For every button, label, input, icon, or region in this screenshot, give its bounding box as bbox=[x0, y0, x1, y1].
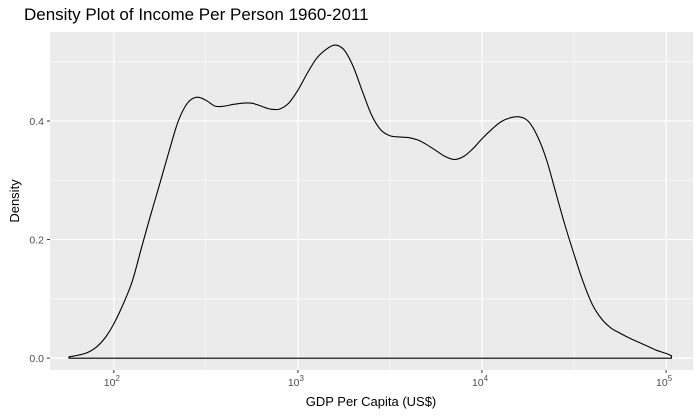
x-tick-label: 103 bbox=[288, 374, 305, 389]
plot-panel bbox=[50, 32, 693, 370]
density-curve bbox=[68, 44, 673, 359]
minor-gridlines bbox=[50, 32, 693, 370]
x-axis: 102 103 104 105 bbox=[104, 370, 673, 389]
x-tick-label: 104 bbox=[472, 374, 489, 389]
x-tick-label: 105 bbox=[656, 374, 673, 389]
y-tick-label: 0.4 bbox=[29, 116, 44, 128]
y-tick-label: 0.2 bbox=[29, 235, 44, 247]
y-axis-title: Density bbox=[7, 179, 22, 223]
y-axis: 0.0 0.2 0.4 bbox=[29, 116, 50, 365]
x-tick-label: 102 bbox=[104, 374, 121, 389]
x-axis-title: GDP Per Capita (US$) bbox=[306, 394, 437, 409]
y-tick-label: 0.0 bbox=[29, 353, 44, 365]
chart-title: Density Plot of Income Per Person 1960-2… bbox=[24, 5, 369, 24]
density-layer bbox=[68, 44, 673, 359]
